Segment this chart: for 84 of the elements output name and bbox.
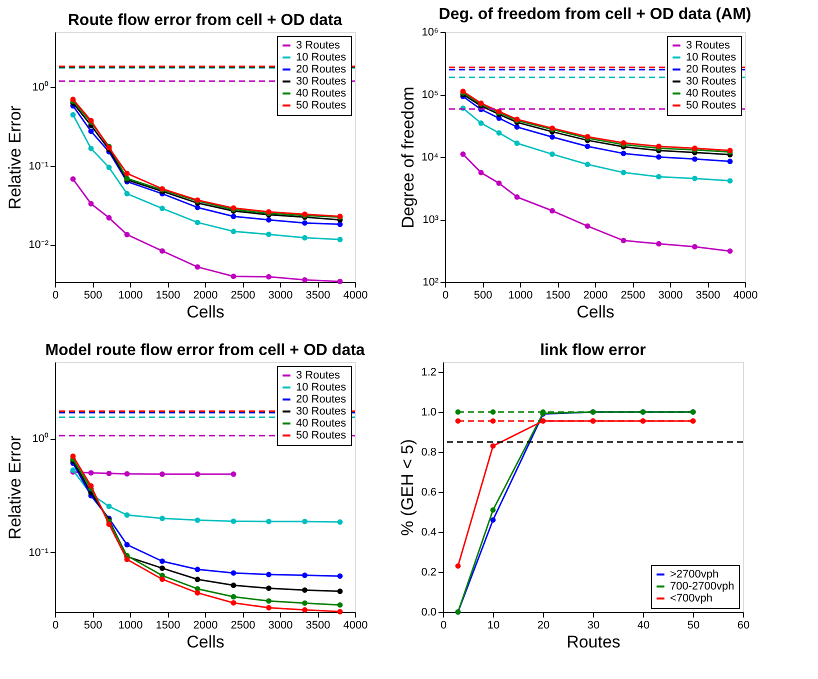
x-tick-label: 10 <box>487 620 500 632</box>
legend-label: 50 Routes <box>296 430 347 442</box>
x-tick-label: 30 <box>587 620 600 632</box>
legend-label: <700vph <box>670 592 713 604</box>
legend-label: 20 Routes <box>686 64 737 76</box>
chart-title: Model route flow error from cell + OD data <box>45 342 365 359</box>
legend-label: 40 Routes <box>296 88 347 100</box>
x-tick-label: 4000 <box>343 620 368 632</box>
x-tick-label: 4000 <box>343 290 368 302</box>
chart-title: Route flow error from cell + OD data <box>68 12 342 29</box>
x-axis-title: Routes <box>566 632 620 652</box>
legend-label: 30 Routes <box>686 76 737 88</box>
x-tick-label: 0 <box>440 620 447 632</box>
legend-label: 50 Routes <box>296 100 347 112</box>
legend-label: >2700vph <box>670 568 719 580</box>
y-tick-label: 0.0 <box>421 606 436 618</box>
x-tick-label: 3000 <box>658 290 683 302</box>
x-tick-label: 2500 <box>230 620 256 632</box>
x-tick-label: 500 <box>474 290 492 302</box>
legend-label: 40 Routes <box>686 88 737 100</box>
legend-label: 3 Routes <box>296 40 341 52</box>
x-tick-label: 0 <box>52 620 59 632</box>
y-tick-label: 10⁴ <box>422 152 439 164</box>
y-tick-label: 0.2 <box>421 566 436 578</box>
x-tick-label: 3500 <box>696 290 720 302</box>
y-tick-label: 10⁰ <box>32 80 48 94</box>
x-tick-label: 1000 <box>508 290 533 302</box>
x-axis-title: Cells <box>576 302 614 322</box>
legend-label: 40 Routes <box>296 418 347 430</box>
x-tick-label: 0 <box>52 290 59 302</box>
legend-label: 30 Routes <box>296 76 347 88</box>
x-tick-label: 500 <box>84 290 102 302</box>
y-tick-label: 0.8 <box>421 446 436 458</box>
x-tick-label: 2500 <box>620 290 646 302</box>
y-tick-label: 10⁻¹ <box>28 546 49 559</box>
y-tick-label: 10⁵ <box>422 89 438 101</box>
y-tick-label: 0.6 <box>421 486 436 498</box>
legend-label: 50 Routes <box>686 100 737 112</box>
x-tick-label: 1500 <box>546 290 570 302</box>
chart-title: link flow error <box>540 342 646 359</box>
x-tick-label: 3500 <box>306 290 330 302</box>
chart-title: Deg. of freedom from cell + OD data (AM) <box>438 6 752 23</box>
x-axis-title: Cells <box>186 302 224 322</box>
y-tick-label: 10⁰ <box>32 432 48 446</box>
y-axis-title: % (GEH < 5) <box>398 439 418 536</box>
x-tick-label: 3000 <box>268 290 293 302</box>
y-tick-label: 10⁻¹ <box>28 160 49 172</box>
x-tick-label: 1500 <box>156 620 180 632</box>
x-tick-label: 2000 <box>193 620 218 632</box>
y-axis-title: Relative Error <box>6 435 25 540</box>
legend-label: 30 Routes <box>296 406 347 418</box>
x-tick-label: 1000 <box>118 620 143 632</box>
y-tick-label: 0.4 <box>421 526 436 538</box>
y-axis-title: Degree of freedom <box>398 86 418 228</box>
x-tick-label: 60 <box>737 620 750 632</box>
x-tick-label: 3000 <box>268 620 293 632</box>
x-tick-label: 50 <box>687 620 700 632</box>
x-tick-label: 4000 <box>733 290 758 302</box>
x-tick-label: 2500 <box>230 290 256 302</box>
legend-label: 10 Routes <box>296 52 347 64</box>
x-tick-label: 1000 <box>118 290 143 302</box>
x-tick-label: 20 <box>537 620 550 632</box>
x-tick-label: 1500 <box>156 290 180 302</box>
y-tick-label: 10³ <box>422 214 439 226</box>
legend-label: 20 Routes <box>296 64 347 76</box>
legend-label: 10 Routes <box>296 382 347 394</box>
x-tick-label: 2000 <box>583 290 608 302</box>
x-tick-label: 40 <box>637 620 650 632</box>
y-tick-label: 1.0 <box>421 406 436 418</box>
y-axis-title: Relative Error <box>6 105 25 210</box>
y-tick-label: 10⁶ <box>422 26 438 38</box>
legend-label: 3 Routes <box>686 40 731 52</box>
x-tick-label: 2000 <box>193 290 218 302</box>
legend-label: 10 Routes <box>686 52 737 64</box>
y-tick-label: 10² <box>422 276 439 288</box>
legend-label: 700-2700vph <box>670 580 734 592</box>
x-tick-label: 3500 <box>306 620 330 632</box>
y-tick-label: 10⁻² <box>28 239 49 252</box>
legend-label: 20 Routes <box>296 394 347 406</box>
y-tick-label: 1.2 <box>421 366 436 378</box>
x-axis-title: Cells <box>186 632 224 652</box>
x-tick-label: 500 <box>84 620 102 632</box>
legend-label: 3 Routes <box>296 370 341 382</box>
x-tick-label: 0 <box>442 290 449 302</box>
